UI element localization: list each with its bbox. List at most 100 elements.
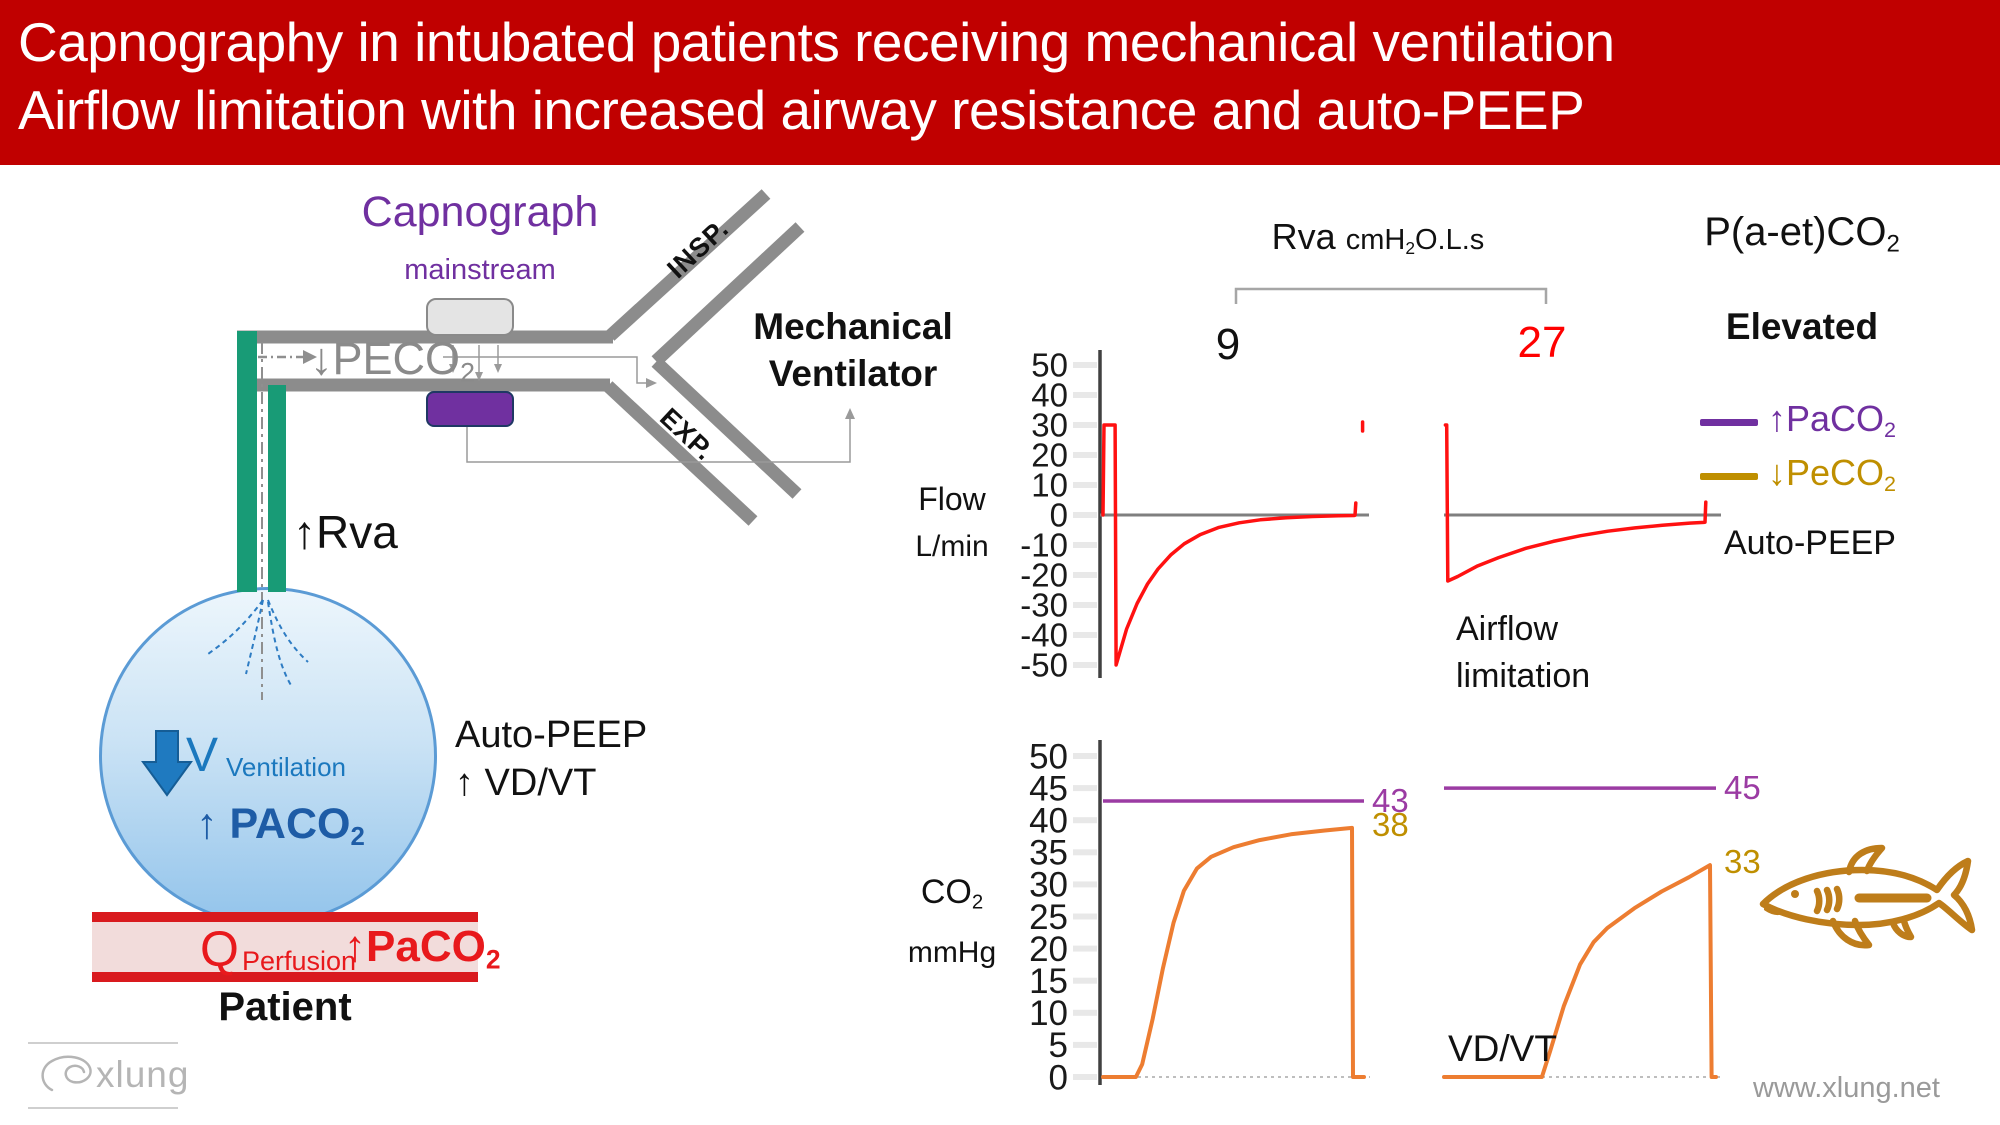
charts-layer: 50403020100-10-20-30-40-5050454035302520… [1020, 347, 1760, 1098]
rva-high-value: 27 [1517, 318, 1567, 367]
autopeep-annotation: Auto-PEEP [455, 714, 648, 756]
page-subtitle: Airflow limitation with increased airway… [18, 79, 1585, 141]
capno_rva27-PeCO2-capnogram-end-value: 33 [1724, 843, 1761, 880]
ventilator-connector-line [466, 418, 851, 463]
flow_rva9-tick-label: -40 [1020, 617, 1068, 654]
capno_rva9-tick-label: 15 [1029, 962, 1068, 1001]
peco2-legend-label: ↓PeCO2 [1768, 452, 1897, 497]
capno_rva9-PaCO2-value: 43 [1372, 782, 1409, 819]
sampling-arrowhead-icon [646, 378, 657, 388]
flow_rva27-flow-curve [1443, 423, 1708, 583]
flow_rva9-tick-label: 10 [1031, 467, 1068, 504]
flow_rva9-tick-label: -50 [1020, 647, 1068, 684]
flow_rva9-tick-label: 50 [1031, 347, 1068, 384]
mainstream-label: mainstream [404, 254, 556, 286]
flow_rva9-tick [1073, 572, 1097, 578]
ventilation-v-label: V [186, 729, 219, 782]
peco2-arrowhead-icon [303, 350, 317, 364]
paco2-legend-label: ↑PaCO2 [1768, 398, 1897, 443]
airflow-limitation-annotation: Airflow limitation [1456, 610, 1591, 695]
capno_rva9-tick-label: 25 [1029, 898, 1068, 937]
capno_rva9-tick [1073, 785, 1097, 792]
flow_rva9-tick [1073, 392, 1097, 398]
page-title: Capnography in intubated patients receiv… [18, 11, 1615, 73]
capno_rva27-PaCO2-value: 45 [1724, 769, 1761, 806]
capno_rva9-tick [1073, 1074, 1097, 1080]
xlung-swirl-icon [41, 1055, 92, 1092]
flow_rva9-tick-label: 40 [1031, 377, 1068, 414]
rva-scale-title: Rva cmH2O.L.s [1271, 216, 1485, 258]
flow_rva9-tick [1073, 602, 1097, 608]
capno_rva9-tick-label: 5 [1049, 1026, 1068, 1065]
flow_rva9-tick [1073, 512, 1097, 518]
header-banner: Capnography in intubated patients receiv… [0, 0, 2000, 165]
decreased-ventilation-arrow-icon [141, 730, 193, 797]
gradient-status-label: Elevated [1725, 306, 1879, 347]
shark-icon [1759, 844, 1976, 949]
flow_rva9-tick [1073, 452, 1097, 458]
gradient-title: P(a-et)CO2 [1704, 210, 1900, 258]
capno_rva9-tick [1073, 881, 1097, 888]
increased-rva-label: ↑Rva [293, 506, 398, 558]
co2-axis-title: CO2 mmHg [907, 873, 997, 969]
vdvt-annotation: ↑ VD/VT [455, 762, 597, 804]
capno_rva9-tick [1073, 753, 1097, 759]
capno_rva9-tick-label: 30 [1029, 866, 1068, 905]
capno_rva9-tick-label: 50 [1029, 737, 1068, 776]
flow_rva9-flow-curve [1101, 423, 1358, 667]
capno_rva9-tick [1073, 849, 1097, 856]
paco2-legend-swatch [1700, 419, 1758, 426]
vdvt-capnogram-annotation: VD/VT [1448, 1028, 1557, 1069]
capnograph-adapter-box [426, 391, 514, 427]
capno_rva9-PeCO2-capnogram-curve [1101, 825, 1366, 1079]
circuit-tubing [237, 189, 805, 526]
sensor-beam-lines [452, 345, 499, 372]
sampling-connector-line [443, 356, 646, 384]
xlung-logo-frame [28, 1042, 178, 1109]
capno_rva9-tick-label: 20 [1029, 930, 1068, 969]
capno_rva9-tick-label: 40 [1029, 801, 1068, 840]
flow_rva9-tick [1073, 482, 1097, 488]
capno_rva9-tick [1073, 913, 1097, 920]
flow_rva9-tick [1073, 542, 1097, 548]
flow_rva9-tick-label: -10 [1020, 527, 1068, 564]
alveolar-paco2-label: ↑ PACO2 [196, 800, 365, 852]
capillary-perfusion-band [92, 912, 478, 982]
alveolar-airflow-arcs [207, 599, 309, 688]
capno_rva9-PeCO2-capnogram-end-value: 38 [1372, 806, 1409, 843]
sensor-beam-arrowheads [449, 364, 502, 381]
flow_rva9-tick [1073, 662, 1097, 668]
perfusion-sub-label: Perfusion [242, 946, 357, 976]
gas-path-dashdot-line [258, 342, 303, 700]
ventilation-sub-label: Ventilation [226, 752, 346, 782]
flow-axis-title: Flow L/min [915, 481, 989, 563]
perfusion-q-label: Q [200, 921, 239, 977]
capno_rva9-tick [1073, 1041, 1097, 1048]
capno_rva9-tick-label: 10 [1029, 994, 1068, 1033]
autopeep-flow-annotation: Auto-PEEP [1724, 524, 1896, 562]
flow_rva9-tick [1073, 422, 1097, 428]
website-url: www.xlung.net [1753, 1072, 1940, 1104]
capno_rva9-tick-label: 45 [1029, 769, 1068, 808]
capno_rva27-PeCO2-capnogram-curve [1442, 863, 1718, 1079]
rva-low-value: 9 [1215, 320, 1241, 369]
flow_rva9-tick [1073, 632, 1097, 638]
capno_rva9-tick-label: 0 [1049, 1058, 1068, 1097]
capno_rva9-tick [1073, 945, 1097, 952]
flow_rva9-tick [1073, 362, 1097, 368]
endotracheal-tube [237, 331, 286, 592]
flow_rva9-tick-label: 30 [1031, 407, 1068, 444]
xlung-logo-text: xlung [96, 1054, 190, 1095]
peco2-label: ↓PECO2 [310, 333, 476, 388]
mainstream-sensor-box [426, 298, 514, 336]
peco2-legend-swatch [1700, 473, 1758, 480]
flow_rva9-tick-label: -30 [1020, 587, 1068, 624]
capno_rva9-tick [1073, 1009, 1097, 1016]
flow_rva9-tick-label: -20 [1020, 557, 1068, 594]
ventilator-arrowhead-icon [845, 408, 855, 419]
capno_rva9-tick-label: 35 [1029, 834, 1068, 873]
rva-range-bracket [1234, 287, 1548, 304]
arterial-paco2-label: ↑PaCO2 [344, 922, 501, 975]
